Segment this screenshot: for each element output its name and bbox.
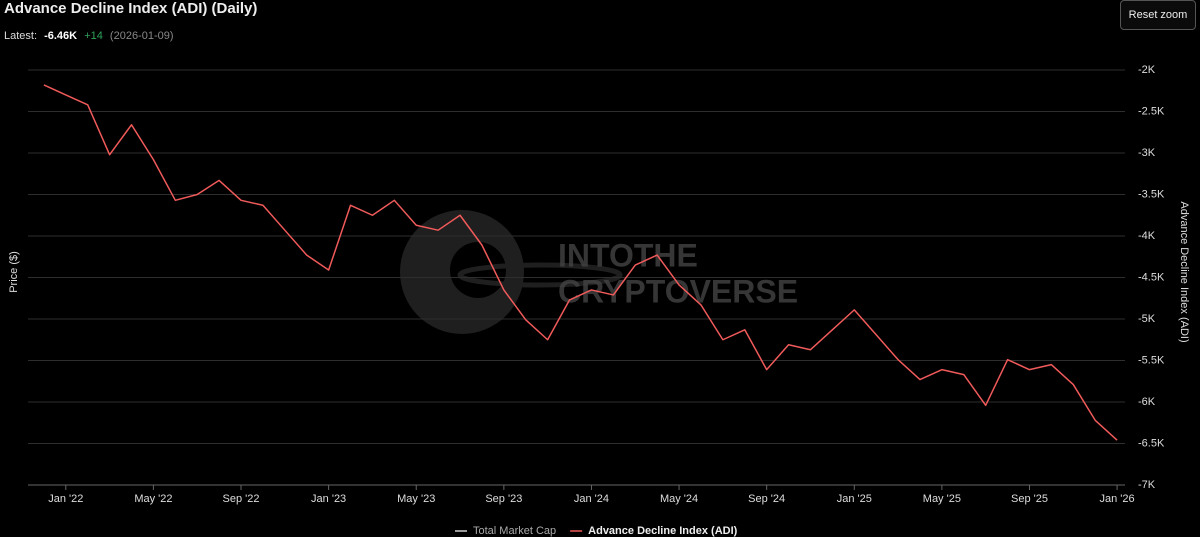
chart-title: Advance Decline Index (ADI) (Daily)	[4, 0, 257, 17]
legend-label: Advance Decline Index (ADI)	[588, 525, 737, 537]
logo-ring	[457, 262, 623, 288]
series-line	[43, 84, 1118, 441]
y2-tick-label: -6K	[1138, 396, 1156, 408]
logo-circle	[400, 210, 524, 334]
y2-tick-label: -2.5K	[1138, 105, 1165, 117]
x-tick-label: Jan '24	[574, 493, 609, 505]
x-tick-label: Sep '23	[485, 493, 522, 505]
x-tick-label: May '24	[660, 493, 698, 505]
y2-tick-label: -3K	[1138, 147, 1156, 159]
x-tick-label: Sep '22	[223, 493, 260, 505]
x-tick-label: May '25	[923, 493, 961, 505]
y2-tick-label: -5.5K	[1138, 354, 1165, 366]
x-tick-label: Jan '23	[311, 493, 346, 505]
x-tick-label: Jan '22	[48, 493, 83, 505]
x-tick-label: Sep '24	[748, 493, 785, 505]
y2-tick-label: -5K	[1138, 313, 1156, 325]
y-axis-label: Price ($)	[8, 251, 20, 293]
y2-tick-label: -7K	[1138, 479, 1156, 491]
latest-label: Latest:	[4, 30, 37, 42]
y2-axis-label: Advance Decline Index (ADI)	[1178, 201, 1190, 342]
watermark-text: CRYPTOVERSE	[558, 273, 798, 309]
x-tick-label: Sep '25	[1011, 493, 1048, 505]
y2-tick-label: -3.5K	[1138, 188, 1165, 200]
y2-tick-label: -6.5K	[1138, 437, 1165, 449]
reset-zoom-button[interactable]: Reset zoom	[1120, 0, 1196, 30]
latest-date: (2026-01-09)	[110, 30, 174, 42]
y2-tick-label: -4K	[1138, 230, 1156, 242]
logo-hole	[450, 242, 506, 298]
x-tick-label: Jan '26	[1100, 493, 1135, 505]
watermark-text: INTOTHE	[558, 237, 698, 273]
latest-value: -6.46K	[44, 30, 77, 42]
x-tick-label: Jan '25	[837, 493, 872, 505]
latest-change: +14	[84, 30, 103, 42]
x-tick-label: May '22	[134, 493, 172, 505]
y2-tick-label: -2K	[1138, 64, 1156, 76]
legend-label: Total Market Cap	[473, 525, 556, 537]
x-tick-label: May '23	[397, 493, 435, 505]
watermark-logo	[400, 210, 623, 334]
latest-line: Latest: -6.46K +14 (2026-01-09)	[4, 30, 174, 42]
y2-tick-label: -4.5K	[1138, 271, 1165, 283]
